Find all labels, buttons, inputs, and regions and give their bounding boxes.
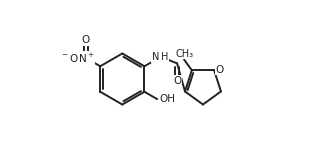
Text: O: O (82, 35, 90, 45)
Text: N: N (152, 52, 159, 62)
Text: OH: OH (159, 94, 175, 104)
Text: O: O (216, 65, 224, 75)
Text: O: O (173, 76, 181, 86)
Text: CH₃: CH₃ (175, 49, 193, 59)
Text: H: H (161, 52, 168, 62)
Text: $^-$O: $^-$O (60, 52, 79, 64)
Text: N$^+$: N$^+$ (78, 52, 94, 65)
